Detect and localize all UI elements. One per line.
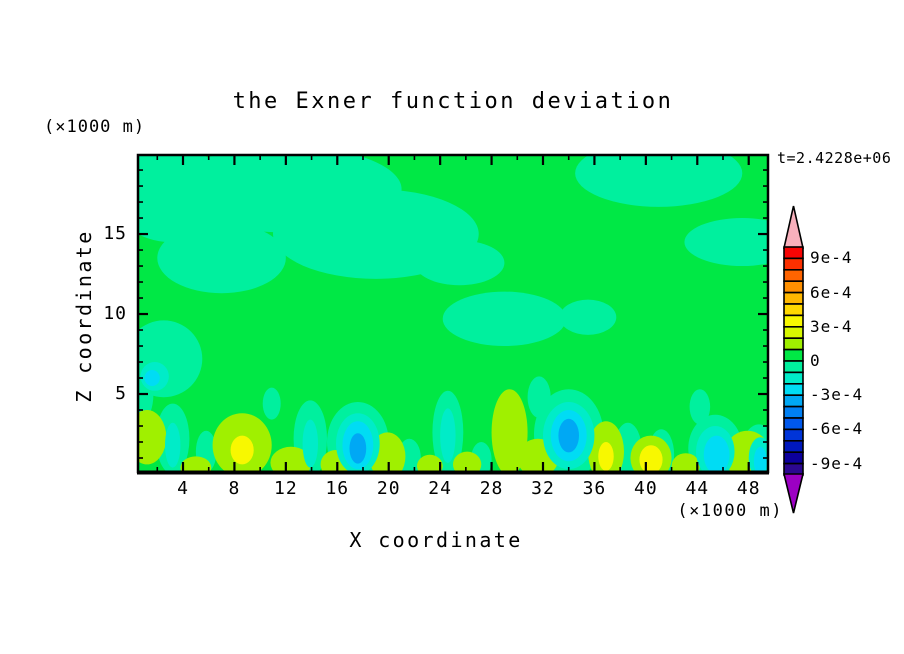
contour-patch: [684, 218, 768, 267]
colorbar: [782, 205, 805, 514]
colorbar-cell: [783, 303, 804, 317]
contour-patch: [753, 446, 767, 472]
colorbar-label: 9e-4: [810, 248, 853, 268]
colorbar-cell: [783, 417, 804, 431]
contour-patch: [230, 435, 254, 465]
contour-patch: [302, 419, 318, 468]
x-tick-label: 40: [634, 478, 658, 499]
x-tick-label: 12: [274, 478, 298, 499]
colorbar-cell: [783, 382, 804, 396]
colorbar-cell: [783, 360, 804, 374]
colorbar-cell: [783, 371, 804, 385]
y-axis-unit: (×1000 m): [44, 117, 146, 137]
contour-patch: [689, 389, 711, 425]
contour-patch: [138, 410, 167, 465]
contour-patch: [414, 240, 505, 286]
colorbar-cell: [783, 325, 804, 339]
x-tick-label: 8: [228, 478, 241, 499]
x-tick-label: 24: [428, 478, 452, 499]
colorbar-cell: [783, 291, 804, 305]
contour-patch: [671, 453, 700, 472]
contour-patch: [144, 370, 160, 387]
contour-patch: [703, 435, 730, 472]
contour-patch: [417, 454, 443, 472]
colorbar-label: -6e-4: [810, 419, 864, 439]
axes: [136, 153, 770, 475]
contour-patch: [440, 408, 456, 463]
x-tick-label: 36: [582, 478, 607, 499]
plot-title: the Exner function deviation: [232, 89, 674, 114]
contour-patch: [442, 291, 567, 347]
colorbar-cell: [783, 314, 804, 328]
colorbar-under-arrow: [782, 473, 805, 514]
contour-patch: [453, 451, 482, 472]
colorbar-cell: [783, 280, 804, 294]
x-tick-label: 32: [531, 478, 555, 499]
colorbar-cell: [783, 268, 804, 282]
contour-patch: [157, 222, 286, 294]
colorbar-label: -9e-4: [810, 453, 864, 473]
contour-field: [138, 155, 768, 472]
colorbar-label: 0: [810, 351, 821, 370]
contour-patch: [639, 445, 663, 472]
colorbar-cell: [783, 439, 804, 453]
time-label: t=2.4228e+06: [777, 149, 892, 167]
contour-patch: [559, 299, 617, 335]
x-tick-label: 48: [736, 478, 761, 499]
colorbar-label: 3e-4: [810, 316, 853, 336]
contour-patch: [180, 456, 212, 472]
contour-patch: [262, 387, 281, 420]
contour-patch: [598, 442, 614, 471]
contour-patch: [575, 155, 743, 207]
y-tick-label: 15: [103, 223, 127, 245]
colorbar-cell: [783, 451, 804, 465]
colorbar-label: -3e-4: [810, 385, 864, 405]
contour-patch: [491, 389, 528, 472]
colorbar-label: 6e-4: [810, 282, 853, 302]
colorbar-over-arrow: [782, 205, 805, 249]
contour-patch: [349, 433, 367, 464]
colorbar-cell: [783, 257, 804, 271]
x-axis-label: X coordinate: [349, 528, 523, 552]
colorbar-cell: [783, 394, 804, 408]
contour-patch: [165, 422, 181, 468]
x-tick-label: 44: [685, 478, 710, 499]
y-tick-label: 10: [103, 303, 127, 325]
x-axis-unit: (×1000 m): [677, 501, 783, 521]
x-tick-label: 4: [177, 478, 189, 499]
x-tick-label: 16: [325, 478, 350, 499]
colorbar-cell: [783, 246, 804, 260]
contour-patch: [558, 418, 579, 453]
y-tick-label: 5: [115, 383, 127, 404]
colorbar-cell: [783, 337, 804, 351]
colorbar-cell: [783, 405, 804, 419]
x-tick-label: 20: [376, 478, 401, 499]
colorbar-cell: [783, 428, 804, 442]
colorbar-cell: [783, 348, 804, 362]
x-tick-label: 28: [479, 478, 504, 499]
contour-patch: [270, 446, 312, 472]
